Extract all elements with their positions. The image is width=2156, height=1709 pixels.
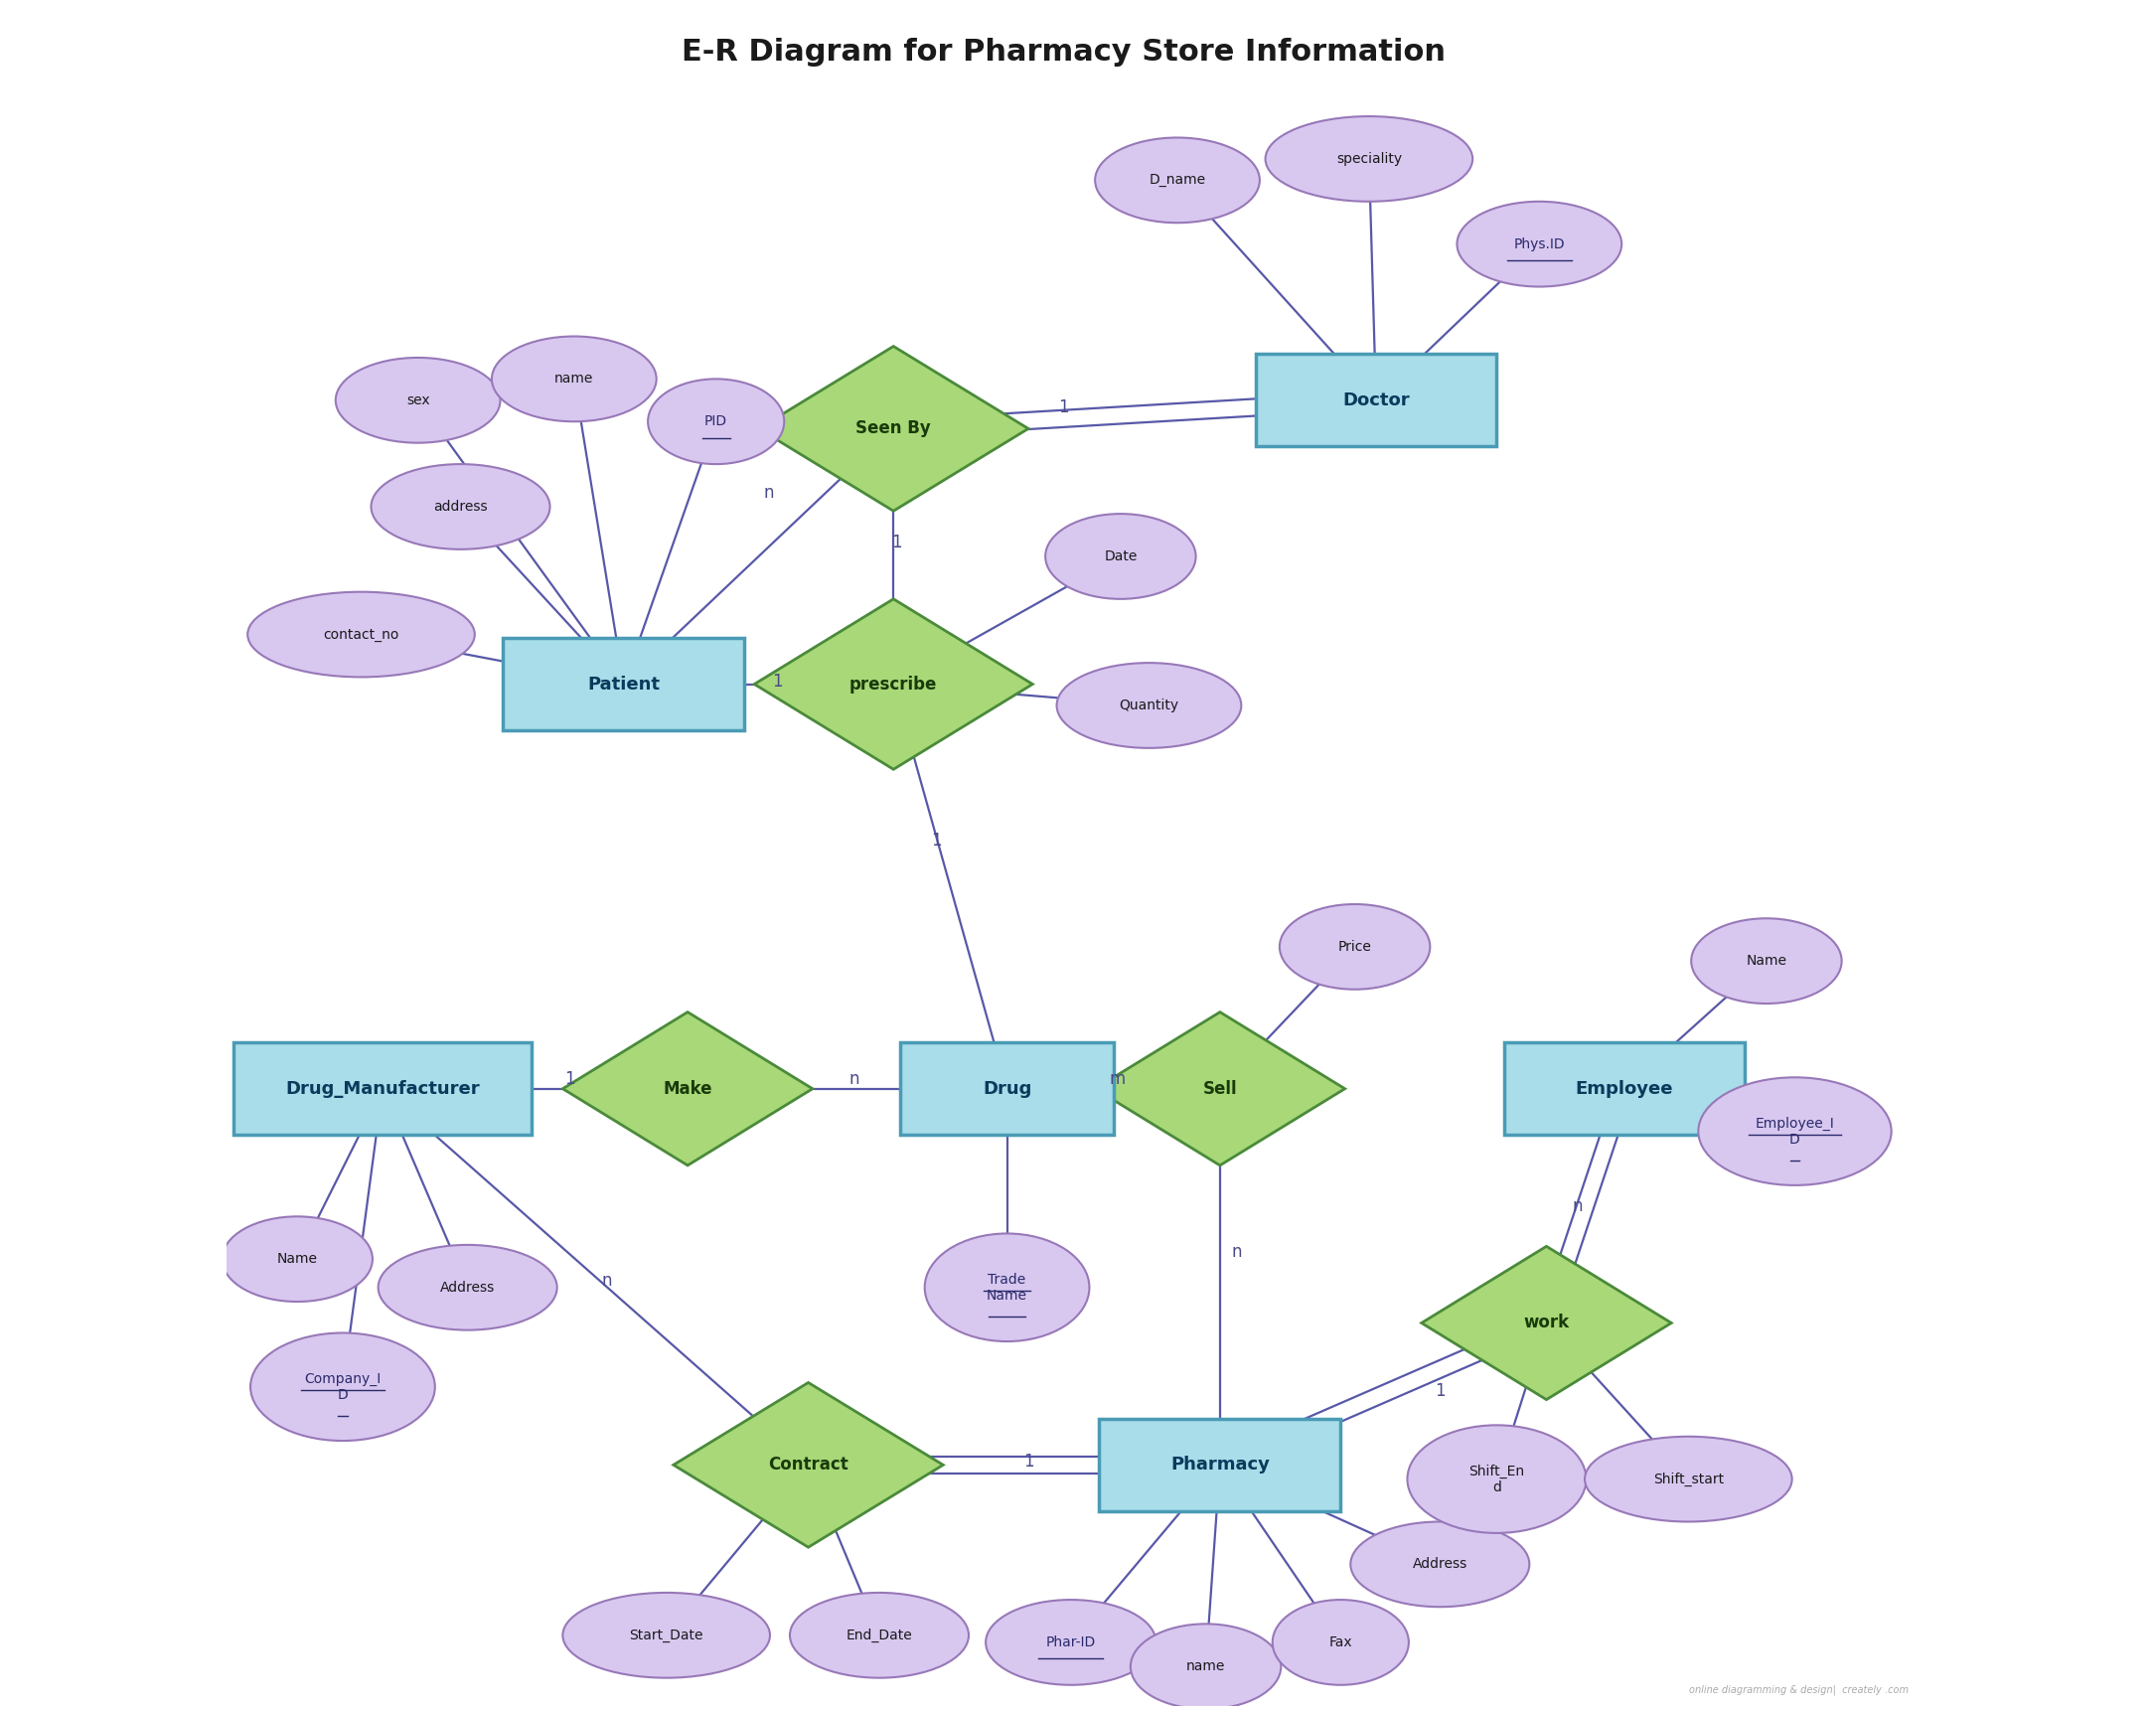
Ellipse shape [563,1593,770,1678]
Ellipse shape [1272,1600,1408,1685]
Text: contact_no: contact_no [323,627,399,641]
Polygon shape [1095,1012,1345,1166]
Text: Phys.ID: Phys.ID [1514,238,1565,251]
Text: Shift_start: Shift_start [1654,1471,1723,1487]
Ellipse shape [1266,116,1473,202]
Polygon shape [755,598,1033,769]
Text: n: n [763,484,774,501]
FancyBboxPatch shape [502,637,744,730]
Text: PID: PID [705,415,727,429]
Text: Drug: Drug [983,1080,1031,1097]
Text: n: n [602,1271,612,1289]
Text: End_Date: End_Date [845,1629,912,1642]
Ellipse shape [377,1244,556,1330]
Text: Name: Name [1746,954,1787,967]
Text: Doctor: Doctor [1343,391,1410,408]
Ellipse shape [1408,1425,1587,1533]
Text: Make: Make [664,1080,711,1097]
FancyBboxPatch shape [233,1042,533,1135]
Text: work: work [1524,1314,1570,1331]
Text: Shift_En
d: Shift_En d [1468,1465,1524,1494]
Text: E-R Diagram for Pharmacy Store Information: E-R Diagram for Pharmacy Store Informati… [681,38,1447,67]
Ellipse shape [1585,1437,1792,1521]
Ellipse shape [1457,202,1621,287]
Ellipse shape [1130,1624,1281,1709]
Text: n: n [1572,1198,1583,1215]
Text: name: name [1186,1659,1225,1673]
Ellipse shape [1699,1077,1891,1186]
Ellipse shape [925,1234,1089,1342]
Text: Seen By: Seen By [856,420,931,438]
Text: Address: Address [440,1280,496,1294]
FancyBboxPatch shape [1505,1042,1744,1135]
Text: D_name: D_name [1149,173,1205,188]
Polygon shape [759,347,1028,511]
FancyBboxPatch shape [1255,354,1496,446]
Text: Price: Price [1339,940,1371,954]
Text: Company_I
D: Company_I D [304,1372,382,1401]
Text: Name: Name [276,1253,317,1266]
Text: Address: Address [1412,1557,1468,1571]
Text: speciality: speciality [1337,152,1401,166]
Text: 1: 1 [772,672,783,690]
Ellipse shape [985,1600,1156,1685]
Text: 1: 1 [1434,1383,1445,1400]
Text: Date: Date [1104,549,1136,564]
Polygon shape [673,1383,942,1547]
Ellipse shape [371,465,550,549]
FancyBboxPatch shape [901,1042,1112,1135]
Ellipse shape [336,357,500,443]
Ellipse shape [1350,1521,1529,1606]
Ellipse shape [248,591,474,677]
Text: name: name [554,373,593,386]
Text: n: n [849,1070,858,1087]
Text: Employee_I
D: Employee_I D [1755,1116,1835,1147]
Text: Sell: Sell [1203,1080,1238,1097]
Ellipse shape [1056,663,1242,749]
Ellipse shape [250,1333,436,1441]
Polygon shape [563,1012,813,1166]
Text: 1: 1 [565,1070,576,1087]
Text: Employee: Employee [1576,1080,1673,1097]
Text: Quantity: Quantity [1119,699,1179,713]
Text: Start_Date: Start_Date [630,1629,703,1642]
Text: Fax: Fax [1328,1636,1352,1649]
Ellipse shape [492,337,655,422]
Text: 1: 1 [1059,398,1069,417]
Text: n: n [1231,1242,1242,1261]
Text: Trade
Name: Trade Name [987,1273,1028,1302]
Text: online diagramming & design|  creately .com: online diagramming & design| creately .c… [1688,1685,1908,1695]
Text: Pharmacy: Pharmacy [1171,1456,1270,1473]
Ellipse shape [649,379,785,465]
Text: Phar-ID: Phar-ID [1046,1636,1095,1649]
Text: Patient: Patient [586,675,660,694]
Text: m: m [1110,1070,1125,1087]
Text: Contract: Contract [768,1456,849,1473]
Ellipse shape [222,1217,373,1302]
Text: Drug_Manufacturer: Drug_Manufacturer [285,1080,479,1097]
Text: 1: 1 [931,831,942,849]
Text: sex: sex [405,393,429,407]
Ellipse shape [1095,138,1259,222]
Text: address: address [433,499,487,514]
Ellipse shape [1279,904,1429,990]
FancyBboxPatch shape [1100,1418,1341,1511]
Text: prescribe: prescribe [849,675,938,694]
Ellipse shape [789,1593,968,1678]
Ellipse shape [1690,918,1841,1003]
Ellipse shape [1046,514,1197,598]
Text: 1: 1 [1024,1453,1033,1471]
Text: 1: 1 [890,533,901,550]
Polygon shape [1421,1246,1671,1400]
